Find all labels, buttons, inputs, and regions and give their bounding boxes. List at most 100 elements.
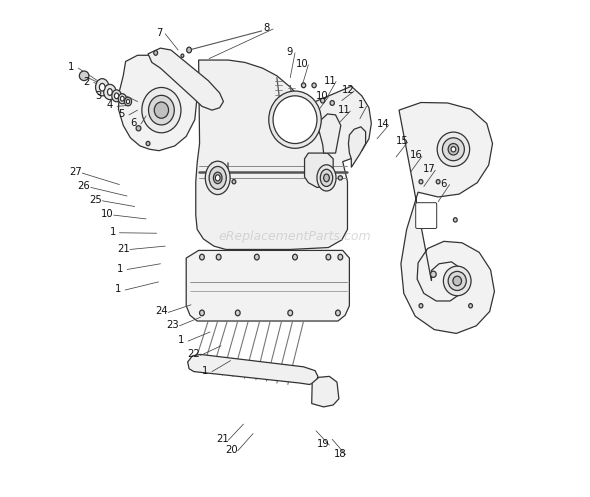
Ellipse shape (232, 179, 236, 184)
Ellipse shape (118, 93, 126, 104)
Ellipse shape (181, 54, 184, 58)
Text: 11: 11 (338, 105, 351, 115)
Ellipse shape (235, 310, 240, 316)
Text: 18: 18 (333, 449, 346, 459)
Ellipse shape (124, 97, 132, 106)
Ellipse shape (336, 310, 340, 316)
Text: 1: 1 (117, 263, 123, 273)
Text: 23: 23 (166, 320, 179, 330)
Ellipse shape (293, 254, 297, 260)
Ellipse shape (320, 169, 333, 186)
Ellipse shape (273, 96, 317, 144)
Polygon shape (399, 102, 494, 333)
Text: 17: 17 (423, 165, 436, 174)
Text: 10: 10 (101, 209, 113, 219)
Polygon shape (119, 55, 197, 151)
Ellipse shape (269, 91, 321, 148)
Text: 22: 22 (188, 349, 200, 359)
Text: 2: 2 (83, 77, 90, 86)
Text: 6: 6 (441, 178, 447, 189)
Ellipse shape (104, 84, 116, 99)
Polygon shape (312, 376, 339, 407)
Ellipse shape (448, 271, 466, 290)
Ellipse shape (453, 276, 461, 286)
Polygon shape (349, 127, 366, 167)
Ellipse shape (136, 126, 141, 131)
Text: 10: 10 (316, 91, 329, 101)
FancyBboxPatch shape (416, 203, 437, 229)
Text: 3: 3 (96, 91, 101, 101)
Ellipse shape (288, 310, 293, 316)
Ellipse shape (431, 271, 436, 277)
Text: 1: 1 (202, 366, 208, 376)
Ellipse shape (419, 304, 423, 308)
Text: 1: 1 (110, 227, 116, 237)
Ellipse shape (146, 141, 150, 146)
Text: eReplacementParts.com: eReplacementParts.com (219, 230, 371, 243)
Ellipse shape (436, 179, 440, 184)
Ellipse shape (419, 179, 423, 184)
Ellipse shape (112, 90, 122, 102)
Ellipse shape (199, 310, 204, 316)
Polygon shape (319, 114, 341, 153)
Ellipse shape (320, 98, 325, 103)
Text: 19: 19 (317, 439, 330, 449)
Ellipse shape (338, 176, 342, 180)
Ellipse shape (324, 174, 329, 182)
Ellipse shape (199, 254, 204, 260)
Text: 27: 27 (69, 167, 82, 177)
Text: 14: 14 (376, 119, 389, 129)
Text: 4: 4 (107, 100, 113, 110)
Ellipse shape (99, 83, 105, 91)
Ellipse shape (301, 83, 306, 87)
Ellipse shape (142, 87, 181, 133)
Ellipse shape (120, 96, 124, 101)
Text: 26: 26 (78, 181, 90, 191)
Text: 21: 21 (117, 244, 130, 253)
Ellipse shape (96, 79, 109, 96)
Ellipse shape (326, 254, 331, 260)
Ellipse shape (209, 166, 227, 189)
Text: 8: 8 (263, 23, 270, 33)
Ellipse shape (215, 175, 220, 181)
Circle shape (79, 71, 89, 81)
Polygon shape (188, 354, 318, 385)
Ellipse shape (437, 132, 470, 166)
Text: 21: 21 (216, 434, 229, 444)
Ellipse shape (154, 51, 158, 55)
Text: 25: 25 (89, 195, 102, 205)
Ellipse shape (317, 165, 336, 191)
Polygon shape (304, 153, 333, 187)
Ellipse shape (107, 88, 112, 95)
Text: 1: 1 (358, 100, 364, 110)
Ellipse shape (254, 254, 259, 260)
Ellipse shape (126, 99, 130, 104)
Polygon shape (186, 250, 349, 321)
Text: 7: 7 (156, 28, 162, 38)
Text: 16: 16 (410, 151, 422, 161)
Ellipse shape (330, 100, 335, 105)
Text: 12: 12 (342, 85, 355, 95)
Text: 1: 1 (115, 284, 122, 294)
Polygon shape (196, 60, 371, 249)
Polygon shape (148, 48, 224, 110)
Ellipse shape (468, 304, 473, 308)
Ellipse shape (453, 218, 457, 222)
Text: 6: 6 (130, 118, 137, 128)
Ellipse shape (186, 47, 192, 53)
Ellipse shape (214, 172, 222, 183)
Ellipse shape (205, 161, 230, 195)
Text: 20: 20 (226, 445, 238, 455)
Ellipse shape (114, 93, 119, 99)
Text: 11: 11 (324, 76, 337, 85)
Text: 10: 10 (296, 59, 309, 69)
Text: 24: 24 (155, 307, 168, 317)
Text: 1: 1 (68, 62, 74, 72)
Text: 1: 1 (178, 335, 185, 345)
Text: 5: 5 (119, 109, 125, 119)
Ellipse shape (217, 254, 221, 260)
Ellipse shape (451, 147, 456, 152)
Ellipse shape (338, 254, 343, 260)
Ellipse shape (443, 266, 471, 296)
Ellipse shape (312, 83, 316, 87)
